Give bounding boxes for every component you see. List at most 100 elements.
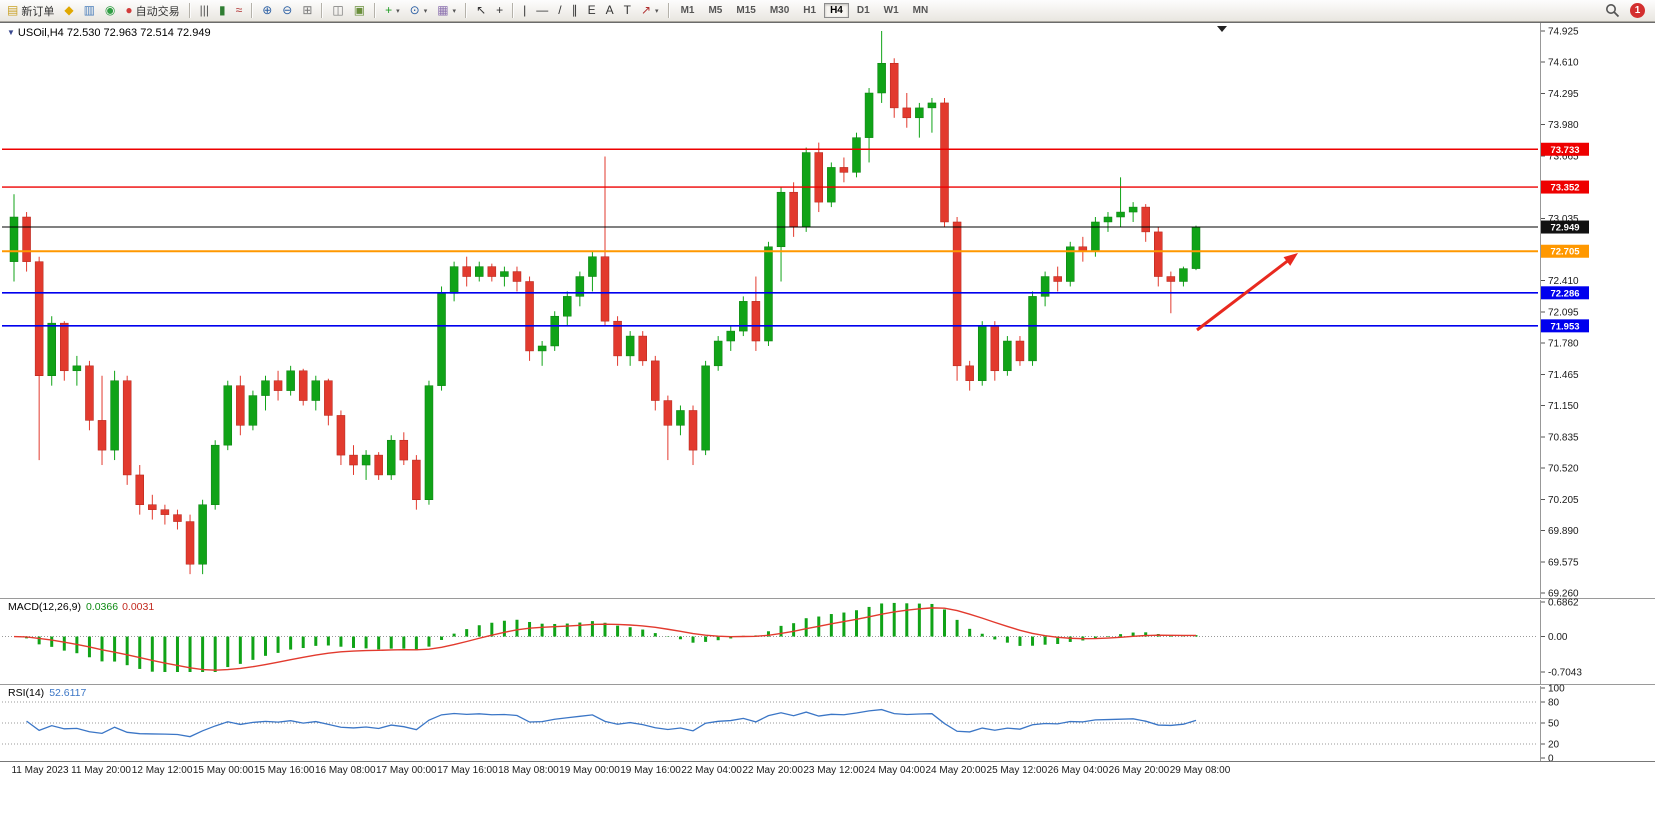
candle	[550, 315, 559, 347]
autotrade-button[interactable]: ● 自动交易	[121, 0, 183, 21]
chart-title-text: USOil,H4 72.530 72.963 72.514 72.949	[17, 27, 211, 39]
fibonacci-icon[interactable]: E	[584, 0, 600, 21]
macd-name: MACD(12,26,9)	[8, 601, 81, 613]
timeframe-d1[interactable]: D1	[856, 5, 870, 16]
candle	[776, 191, 786, 248]
zoom-out-icon[interactable]: ⊖	[278, 0, 296, 21]
svg-text:70.520: 70.520	[1548, 464, 1579, 475]
svg-text:74.610: 74.610	[1548, 58, 1579, 69]
macd-histogram	[25, 602, 1198, 672]
periods-icon[interactable]: ⊙ ▾	[406, 0, 432, 21]
timeframe-mn[interactable]: MN	[912, 5, 929, 16]
candle	[1066, 246, 1075, 282]
horizontal-line-icon[interactable]: —	[532, 0, 552, 21]
candle	[575, 276, 585, 297]
macd-value-main: 0.0366	[85, 601, 119, 613]
toolbar-separator	[188, 3, 191, 18]
svg-text:71.780: 71.780	[1548, 339, 1579, 350]
chart-area[interactable]: 74.925 74.610 74.295 73.980 73.665 73.035 72.4…	[0, 22, 1655, 829]
zoom-out-icon: ⊖	[282, 3, 293, 17]
toolbar-separator	[465, 3, 468, 18]
candle	[449, 266, 459, 294]
svg-text:69.575: 69.575	[1548, 557, 1579, 568]
indicator-window-icon[interactable]: ▣	[350, 0, 369, 21]
new-order-button[interactable]: ▤ 新订单	[3, 0, 58, 21]
market-watch-icon: ▥	[83, 3, 95, 17]
candle	[940, 102, 949, 223]
candlestick-chart-icon: ▮	[219, 3, 226, 17]
candle	[1053, 276, 1062, 282]
candle	[588, 256, 597, 277]
candle	[902, 107, 912, 119]
candle	[764, 246, 773, 342]
timeframe-m5[interactable]: M5	[708, 5, 723, 16]
template-icon: ▦	[437, 3, 449, 17]
text-icon[interactable]: A	[602, 0, 618, 21]
zoom-in-icon[interactable]: ⊕	[258, 0, 276, 21]
candle	[412, 459, 421, 500]
label-icon[interactable]: T	[620, 0, 635, 21]
candle	[977, 325, 987, 381]
timeframe-h1[interactable]: H1	[803, 5, 817, 16]
candle	[713, 340, 723, 367]
svg-text:73.665: 73.665	[1548, 151, 1579, 162]
candle	[261, 380, 270, 396]
grid-icon[interactable]: ⊞	[298, 0, 316, 21]
equidistant-channel-icon[interactable]: ∥	[568, 0, 582, 21]
timeframe-m15[interactable]: M15	[736, 5, 756, 16]
search-icon[interactable]	[1605, 3, 1620, 18]
candle	[386, 439, 396, 476]
svg-text:20: 20	[1548, 740, 1560, 751]
crosshair-icon[interactable]: +	[492, 0, 507, 21]
template-icon[interactable]: ▦ ▾	[433, 0, 460, 21]
candle	[173, 514, 182, 522]
add-indicator-icon[interactable]: + ▾	[381, 0, 404, 21]
tile-windows-icon[interactable]: ◫	[328, 0, 347, 21]
timeframe-w1[interactable]: W1	[883, 5, 899, 16]
svg-text:100: 100	[1548, 684, 1565, 695]
candle	[726, 330, 735, 342]
candle	[349, 454, 358, 466]
candle	[965, 365, 974, 381]
toolbar-separator	[512, 3, 515, 18]
svg-text:71.150: 71.150	[1548, 401, 1579, 412]
arrows-icon: ↗	[640, 3, 652, 17]
svg-text:73.733: 73.733	[1550, 145, 1579, 156]
text-icon: A	[605, 3, 614, 17]
world-time-icon[interactable]: ◉	[101, 0, 119, 21]
candle	[110, 380, 119, 451]
candle	[663, 400, 673, 426]
trendline-icon: /	[558, 3, 562, 17]
candle	[236, 385, 245, 426]
candle	[563, 296, 572, 317]
tile-windows-icon: ◫	[332, 3, 344, 17]
candle	[701, 365, 710, 451]
cursor-icon[interactable]: ↖	[472, 0, 490, 21]
candle	[852, 137, 861, 173]
candle	[1116, 211, 1125, 218]
candle	[72, 365, 82, 372]
svg-text:72.286: 72.286	[1550, 288, 1579, 299]
notification-badge[interactable]: 1	[1630, 3, 1645, 18]
arrows-icon[interactable]: ↗ ▾	[637, 0, 663, 21]
vertical-line-icon[interactable]: |	[519, 0, 530, 21]
toolbar: ▤ 新订单 ◆ ▥ ◉ ● 自动交易 ||| ▮ ≈ ⊕ ⊖ ⊞ ◫ ▣ + ▾ ⊙ ▾ ▦ ▾ ↖ + | — / ∥ E A T ↗ ▾ M…	[0, 0, 1655, 22]
chart-canvas[interactable]: 74.925 74.610 74.295 73.980 73.665 73.035 72.4…	[0, 22, 1655, 829]
timeframe-h4[interactable]: H4	[824, 3, 849, 18]
line-chart-icon[interactable]: ≈	[232, 0, 247, 21]
candle	[336, 415, 346, 456]
candle	[688, 410, 698, 451]
timeframe-m30[interactable]: M30	[769, 5, 790, 16]
trendline-icon[interactable]: /	[554, 0, 565, 21]
timeframe-m1[interactable]: M1	[680, 5, 695, 16]
svg-text:12 May 12:00: 12 May 12:00	[132, 765, 193, 776]
rsi-name: RSI(14)	[8, 687, 45, 699]
candle	[839, 167, 849, 173]
candle	[751, 301, 761, 342]
toolbar-separator	[321, 3, 324, 18]
market-watch-icon[interactable]: ▥	[80, 0, 99, 21]
bar-chart-icon[interactable]: |||	[196, 0, 213, 21]
trend-arrow-annotation[interactable]	[1196, 253, 1298, 332]
candlestick-chart-icon[interactable]: ▮	[215, 0, 230, 21]
alerts-icon[interactable]: ◆	[60, 0, 77, 21]
